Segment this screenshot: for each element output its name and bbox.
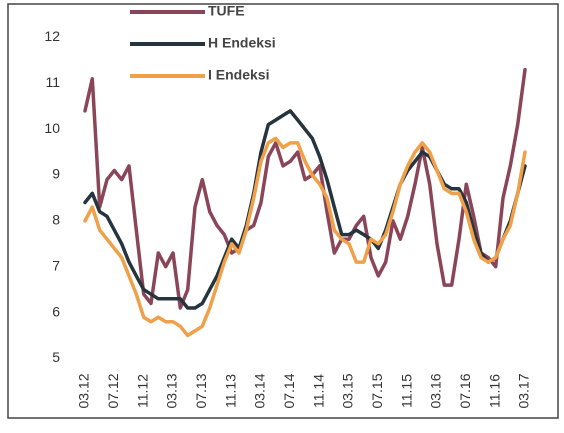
y-tick-label: 9 <box>52 166 60 182</box>
x-tick-label: 03.13 <box>164 373 180 408</box>
x-tick-label: 11.16 <box>486 374 502 408</box>
y-tick-label: 5 <box>52 349 60 365</box>
x-tick-label: 03.16 <box>428 373 444 408</box>
y-tick-label: 6 <box>52 303 60 319</box>
x-tick-label: 07.13 <box>193 373 209 408</box>
legend-label: TUFE <box>208 3 245 19</box>
x-tick-label: 11.13 <box>222 374 238 408</box>
x-tick-label: 11.14 <box>310 374 326 408</box>
y-tick-label: 11 <box>45 74 60 90</box>
y-tick-label: 10 <box>44 120 60 136</box>
x-tick-label: 07.15 <box>369 373 385 408</box>
legend-label: I Endeksi <box>208 67 269 83</box>
y-tick-label: 8 <box>52 212 60 228</box>
x-tick-label: 03.12 <box>76 373 92 408</box>
x-tick-label: 07.12 <box>105 373 121 408</box>
x-tick-label: 11.15 <box>398 374 414 408</box>
y-tick-label: 12 <box>44 28 60 44</box>
x-tick-label: 07.14 <box>281 373 297 408</box>
x-tick-label: 07.16 <box>457 373 473 408</box>
series-line <box>83 67 527 310</box>
chart-frame <box>7 3 559 419</box>
x-tick-label: 03.17 <box>516 373 532 408</box>
legend: TUFE H Endeksi I Endeksi <box>130 3 276 83</box>
x-tick-label: 03.14 <box>252 373 268 408</box>
legend-label: H Endeksi <box>208 35 276 51</box>
series-line <box>83 136 527 338</box>
y-tick-label: 7 <box>52 257 60 273</box>
x-tick-label: 11.12 <box>134 374 150 408</box>
x-tick-label: 03.15 <box>340 373 356 408</box>
series-line <box>83 109 527 310</box>
